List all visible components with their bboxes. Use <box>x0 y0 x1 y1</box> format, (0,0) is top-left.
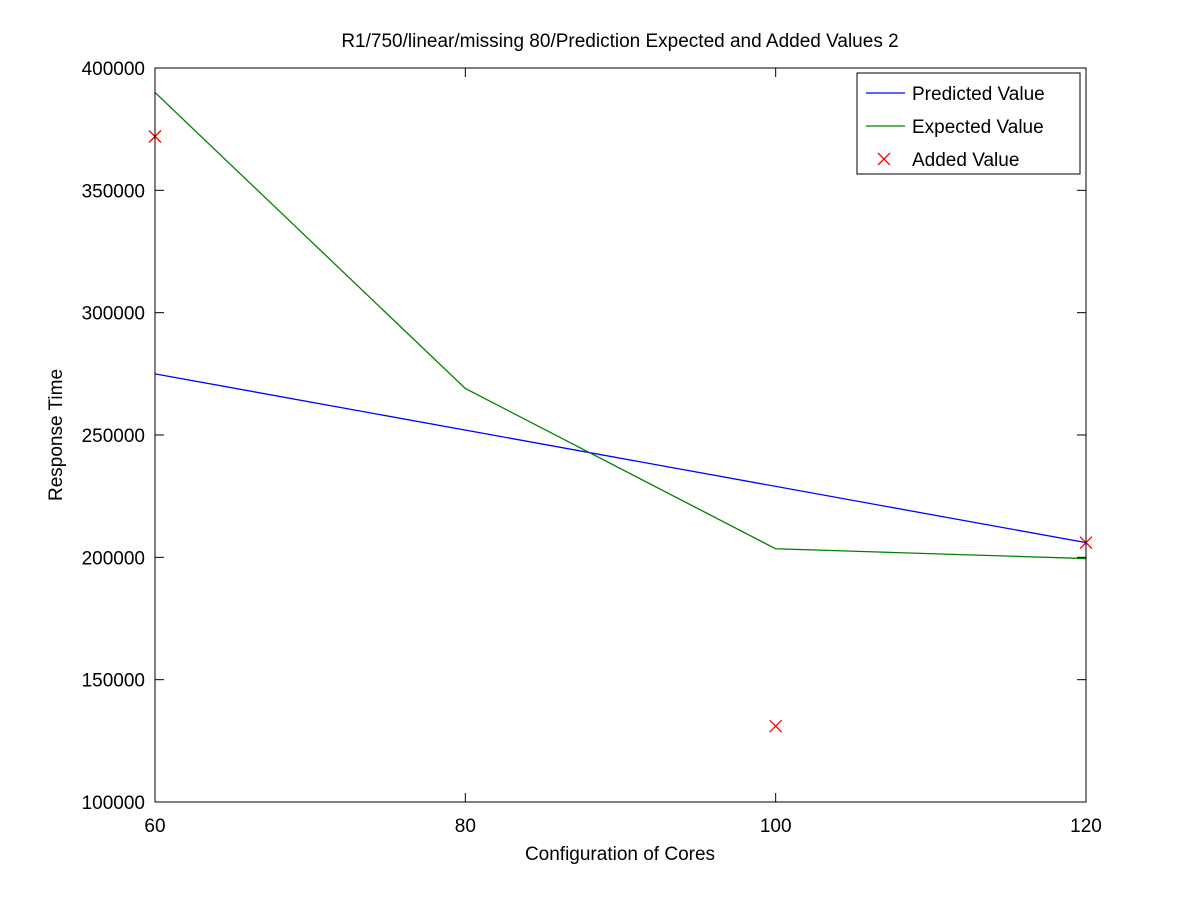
y-axis-label: Response Time <box>46 369 67 501</box>
y-tick-label-4: 300000 <box>82 304 145 325</box>
legend-box <box>856 72 1081 175</box>
series-line-predicted-value <box>154 373 1087 544</box>
data-point-added-value-1 <box>769 719 783 733</box>
y-tick-label-5: 350000 <box>82 181 145 202</box>
legend-label-expected-value: Expected Value <box>912 117 1044 138</box>
y-tick-label-3: 250000 <box>82 426 145 447</box>
legend: Predicted Value Expected Value Added Val… <box>856 72 1081 175</box>
x-tick-label-3: 120 <box>1070 816 1102 837</box>
y-tick-label-1: 150000 <box>82 671 145 692</box>
legend-label-added-value: Added Value <box>912 150 1019 171</box>
x-axis-label: Configuration of Cores <box>525 844 715 865</box>
x-tick-label-0: 60 <box>144 816 165 837</box>
axes-frame <box>154 67 1087 803</box>
series-line-expected-value <box>154 91 1087 560</box>
legend-swatch-added-value <box>877 152 891 166</box>
chart-title: R1/750/linear/missing 80/Prediction Expe… <box>341 31 898 52</box>
axis-ticks: 60 80 100 120 100000 150000 200000 250000 300000… <box>82 59 1102 837</box>
y-tick-label-0: 100000 <box>82 793 145 814</box>
y-tick-label-6: 400000 <box>82 59 145 80</box>
x-tick-label-1: 80 <box>455 816 476 837</box>
x-tick-label-2: 100 <box>760 816 792 837</box>
y-tick-label-2: 200000 <box>82 548 145 569</box>
legend-label-predicted-value: Predicted Value <box>912 84 1045 105</box>
